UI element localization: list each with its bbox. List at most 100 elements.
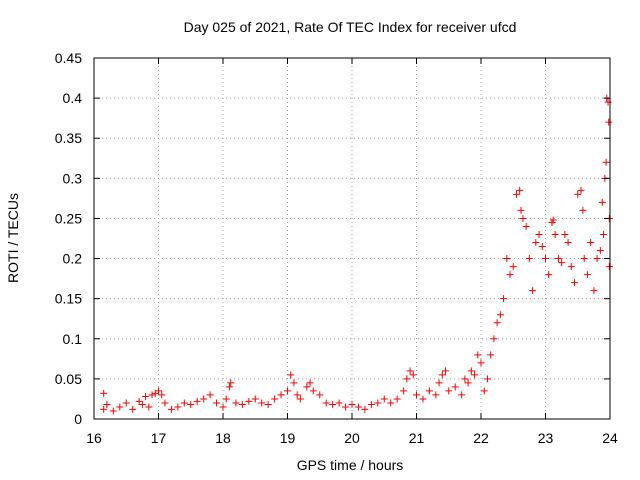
data-point — [354, 403, 362, 411]
data-point — [445, 387, 453, 395]
data-point — [393, 395, 401, 403]
data-point — [219, 403, 227, 411]
data-points — [100, 94, 613, 415]
data-point — [564, 239, 572, 247]
y-axis-label: ROTI / TECUs — [5, 193, 21, 283]
data-point — [532, 239, 540, 247]
data-point — [100, 405, 108, 413]
data-point — [500, 295, 508, 303]
chart-title: Day 025 of 2021, Rate Of TEC Index for r… — [184, 19, 517, 35]
data-point — [480, 387, 488, 395]
data-point — [512, 190, 520, 198]
data-point — [245, 397, 253, 405]
axis-ticks: 16 17 18 19 20 21 22 23 24 0 0.05 0.1 0.15 0.2 0.25 0.3… — [55, 50, 618, 446]
data-point — [400, 387, 408, 395]
data-point — [374, 399, 382, 407]
x-tick-label: 22 — [473, 430, 489, 446]
data-point — [602, 158, 610, 166]
y-tick-label: 0.45 — [55, 50, 82, 66]
data-point — [503, 255, 511, 263]
data-point — [303, 383, 311, 391]
data-point — [306, 379, 314, 387]
data-point — [277, 391, 285, 399]
data-point — [451, 383, 459, 391]
data-point — [577, 186, 585, 194]
data-point — [419, 395, 427, 403]
data-point — [593, 255, 601, 263]
data-point — [387, 399, 395, 407]
y-tick-label: 0.4 — [63, 90, 83, 106]
data-point — [487, 351, 495, 359]
data-point — [287, 371, 295, 379]
y-tick-label: 0.3 — [63, 170, 83, 186]
data-point — [138, 401, 146, 409]
data-point — [432, 391, 440, 399]
data-point — [187, 401, 195, 409]
data-point — [348, 401, 356, 409]
data-point — [103, 401, 111, 409]
y-tick-label: 0.25 — [55, 210, 82, 226]
y-tick-label: 0.2 — [63, 251, 83, 267]
y-tick-label: 0.15 — [55, 291, 82, 307]
data-point — [251, 395, 259, 403]
y-tick-label: 0 — [74, 411, 82, 427]
x-axis-label: GPS time / hours — [297, 457, 404, 473]
data-point — [129, 405, 137, 413]
x-tick-label: 19 — [280, 430, 296, 446]
data-point — [290, 379, 298, 387]
data-point — [329, 401, 337, 409]
data-point — [200, 395, 208, 403]
data-point — [483, 375, 491, 383]
data-point — [361, 405, 369, 413]
data-point — [605, 118, 613, 126]
data-point — [116, 403, 124, 411]
data-point — [596, 247, 604, 255]
data-point — [367, 401, 375, 409]
data-point — [580, 255, 588, 263]
data-point — [222, 395, 230, 403]
data-point — [264, 401, 272, 409]
data-point — [600, 230, 608, 238]
data-point — [587, 239, 595, 247]
x-tick-label: 20 — [344, 430, 360, 446]
x-tick-label: 23 — [538, 430, 554, 446]
data-point — [227, 379, 235, 387]
data-point — [538, 243, 546, 251]
data-point — [574, 190, 582, 198]
data-point — [145, 403, 153, 411]
x-tick-label: 24 — [602, 430, 618, 446]
data-point — [558, 259, 566, 267]
data-point — [155, 387, 162, 395]
data-point — [435, 379, 443, 387]
data-point — [238, 401, 246, 409]
data-point — [380, 395, 388, 403]
data-point — [474, 351, 482, 359]
grid — [94, 58, 610, 419]
data-point — [438, 371, 446, 379]
data-point — [496, 311, 504, 319]
data-point — [519, 214, 527, 222]
data-point — [490, 335, 498, 343]
x-tick-label: 21 — [409, 430, 425, 446]
data-point — [293, 391, 301, 399]
data-point — [525, 255, 533, 263]
data-point — [517, 206, 525, 214]
data-point — [542, 255, 549, 263]
data-point — [516, 186, 524, 194]
data-point — [590, 287, 598, 295]
data-point — [193, 397, 201, 405]
data-point — [225, 383, 233, 391]
y-tick-label: 0.1 — [63, 331, 83, 347]
x-tick-label: 16 — [86, 430, 102, 446]
data-point — [109, 407, 117, 415]
data-point — [403, 375, 411, 383]
data-point — [148, 391, 156, 399]
data-point — [406, 367, 414, 375]
data-point — [579, 206, 587, 214]
data-point — [142, 393, 150, 401]
data-point — [545, 271, 553, 279]
data-point — [206, 391, 214, 399]
data-point — [122, 399, 130, 407]
data-point — [464, 379, 472, 387]
